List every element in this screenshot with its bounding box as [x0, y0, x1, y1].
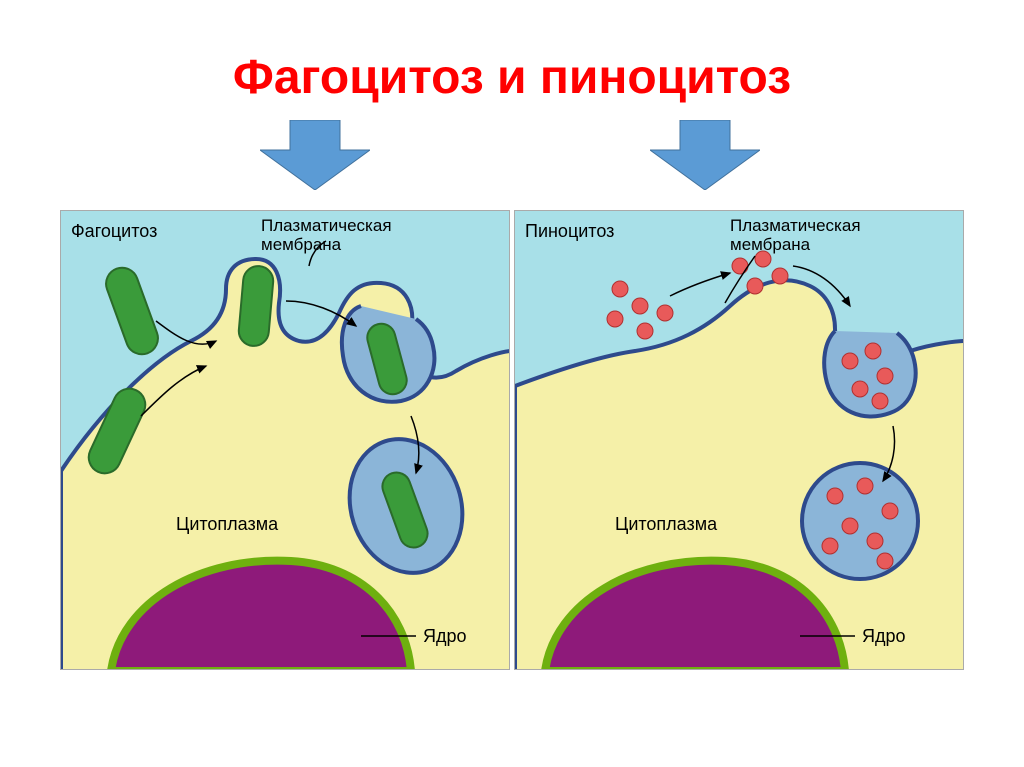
arrow-left [260, 120, 370, 190]
arrows-row [0, 120, 1024, 190]
pinocytosis-svg [515, 211, 964, 670]
diagram-panels: Фагоцитоз Плазматическая мембрана Цитопл… [60, 210, 964, 670]
label-phago-cytoplasm: Цитоплазма [176, 514, 278, 535]
label-phago-title: Фагоцитоз [71, 221, 157, 242]
label-pino-nucleus: Ядро [862, 626, 906, 647]
page-title: Фагоцитоз и пиноцитоз [0, 50, 1024, 105]
arrow-right [650, 120, 760, 190]
label-phago-membrane-text: Плазматическая мембрана [261, 216, 392, 254]
label-pino-membrane: Плазматическая мембрана [730, 217, 861, 254]
panel-pinocytosis: Пиноцитоз Плазматическая мембрана Цитопл… [514, 210, 964, 670]
label-phago-nucleus: Ядро [423, 626, 467, 647]
panel-phagocytosis: Фагоцитоз Плазматическая мембрана Цитопл… [60, 210, 510, 670]
label-pino-membrane-text: Плазматическая мембрана [730, 216, 861, 254]
label-pino-title: Пиноцитоз [525, 221, 614, 242]
label-pino-cytoplasm: Цитоплазма [615, 514, 717, 535]
label-phago-membrane: Плазматическая мембрана [261, 217, 392, 254]
phagocytosis-svg [61, 211, 510, 670]
